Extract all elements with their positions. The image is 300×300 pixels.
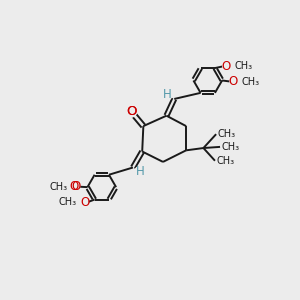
Text: O: O (126, 105, 136, 118)
Text: O: O (69, 180, 79, 193)
Text: O: O (72, 180, 81, 193)
Text: O: O (221, 60, 231, 73)
Text: CH₃: CH₃ (216, 156, 234, 166)
Text: O: O (126, 105, 136, 118)
Circle shape (126, 107, 136, 117)
Circle shape (82, 199, 88, 206)
Text: CH₃: CH₃ (242, 76, 260, 87)
Text: H: H (136, 165, 144, 178)
Text: CH₃: CH₃ (235, 61, 253, 71)
Circle shape (162, 90, 172, 100)
Text: O: O (80, 196, 89, 209)
Text: H: H (163, 88, 171, 101)
Text: O: O (229, 75, 238, 88)
Circle shape (73, 183, 80, 190)
Text: CH₃: CH₃ (221, 142, 239, 152)
Text: CH₃: CH₃ (58, 197, 76, 207)
Text: CH₃: CH₃ (50, 182, 68, 192)
Text: CH₃: CH₃ (217, 129, 236, 139)
Circle shape (135, 167, 145, 177)
Circle shape (126, 107, 136, 117)
Circle shape (223, 63, 229, 69)
Circle shape (230, 78, 236, 85)
